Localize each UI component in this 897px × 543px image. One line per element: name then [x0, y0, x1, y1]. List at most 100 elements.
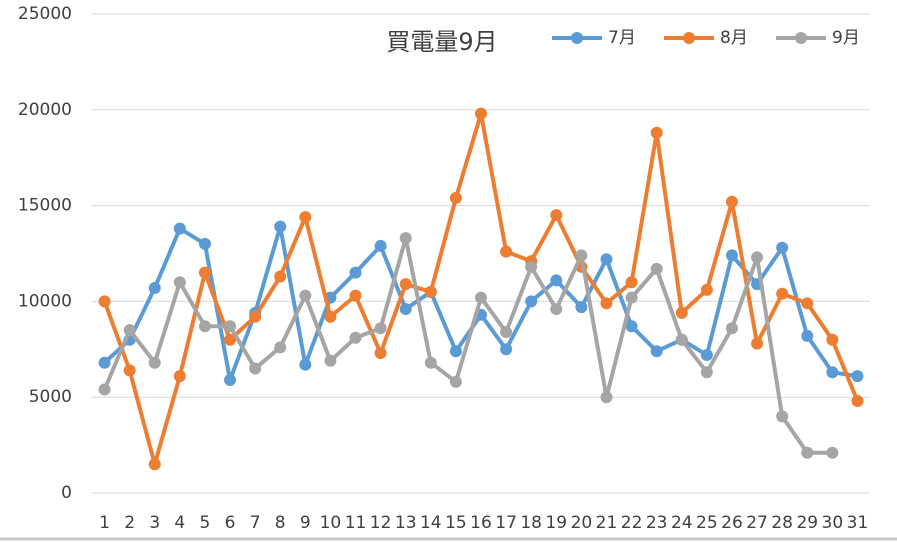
- x-tick-label: 7: [250, 513, 261, 533]
- x-tick-label: 13: [395, 513, 417, 533]
- x-tick-label: 17: [495, 513, 517, 533]
- point: [148, 356, 161, 369]
- x-tick-label: 10: [320, 513, 342, 533]
- point: [500, 326, 513, 339]
- legend-label: 8月: [720, 28, 748, 48]
- point: [801, 297, 814, 310]
- point: [123, 364, 136, 377]
- point: [424, 356, 437, 369]
- y-tick-label: 10000: [18, 291, 72, 311]
- point: [198, 266, 211, 279]
- x-tick-label: 26: [721, 513, 743, 533]
- x-tick-label: 30: [822, 513, 844, 533]
- point: [374, 347, 387, 360]
- point: [550, 209, 563, 222]
- point: [776, 410, 789, 423]
- point: [650, 262, 663, 275]
- legend-marker: [795, 32, 807, 44]
- x-tick-label: 24: [671, 513, 693, 533]
- x-tick-label: 5: [200, 513, 211, 533]
- x-tick-label: 4: [174, 513, 185, 533]
- x-tick-label: 28: [771, 513, 793, 533]
- x-tick-label: 3: [149, 513, 160, 533]
- point: [98, 383, 111, 396]
- x-tick-label: 12: [370, 513, 392, 533]
- point: [776, 287, 789, 300]
- point: [550, 303, 563, 316]
- y-tick-label: 0: [61, 483, 72, 503]
- point: [424, 285, 437, 298]
- point: [851, 370, 864, 383]
- point: [700, 349, 713, 362]
- point: [173, 370, 186, 383]
- point: [525, 295, 538, 308]
- point: [224, 320, 237, 333]
- point: [801, 329, 814, 342]
- point: [625, 320, 638, 333]
- point: [198, 237, 211, 250]
- point: [98, 295, 111, 308]
- point: [751, 337, 764, 350]
- legend-marker: [683, 32, 695, 44]
- point: [550, 274, 563, 287]
- point: [826, 366, 839, 379]
- point: [123, 324, 136, 337]
- point: [349, 266, 362, 279]
- point: [249, 310, 262, 323]
- point: [399, 278, 412, 291]
- x-tick-label: 2: [124, 513, 135, 533]
- point: [475, 107, 487, 120]
- point: [399, 303, 412, 316]
- point: [776, 241, 789, 254]
- point: [500, 343, 513, 356]
- point: [449, 375, 462, 388]
- y-tick-label: 15000: [18, 196, 72, 216]
- point: [324, 310, 337, 323]
- point: [449, 345, 462, 358]
- point: [625, 276, 638, 289]
- point: [575, 301, 588, 314]
- point: [299, 289, 312, 302]
- point: [274, 220, 287, 233]
- x-tick-label: 29: [796, 513, 818, 533]
- point: [500, 245, 513, 258]
- y-tick-label: 25000: [18, 4, 72, 24]
- point: [625, 291, 638, 304]
- x-tick-label: 9: [300, 513, 311, 533]
- x-tick-label: 21: [596, 513, 618, 533]
- x-tick-label: 16: [470, 513, 492, 533]
- x-tick-label: 19: [545, 513, 567, 533]
- point: [224, 333, 237, 346]
- y-tick-label: 5000: [29, 387, 72, 407]
- point: [751, 251, 764, 264]
- x-tick-label: 31: [847, 513, 869, 533]
- point: [98, 356, 111, 369]
- point: [249, 362, 262, 375]
- point: [274, 341, 287, 354]
- point: [826, 333, 839, 346]
- point: [374, 239, 387, 252]
- point: [725, 195, 738, 208]
- x-tick-label: 8: [275, 513, 286, 533]
- point: [700, 283, 713, 296]
- point: [650, 345, 663, 358]
- point: [525, 260, 538, 273]
- point: [600, 253, 613, 266]
- point: [324, 354, 337, 367]
- point: [198, 320, 211, 333]
- point: [826, 446, 839, 459]
- point: [475, 291, 487, 304]
- point: [299, 211, 312, 224]
- point: [675, 306, 688, 319]
- point: [600, 297, 613, 310]
- point: [851, 395, 864, 408]
- legend-marker: [571, 32, 583, 44]
- x-tick-label: 25: [696, 513, 718, 533]
- point: [299, 358, 312, 371]
- x-tick-label: 27: [746, 513, 768, 533]
- x-tick-label: 23: [646, 513, 668, 533]
- x-tick-label: 18: [520, 513, 542, 533]
- point: [399, 232, 412, 245]
- point: [575, 249, 588, 262]
